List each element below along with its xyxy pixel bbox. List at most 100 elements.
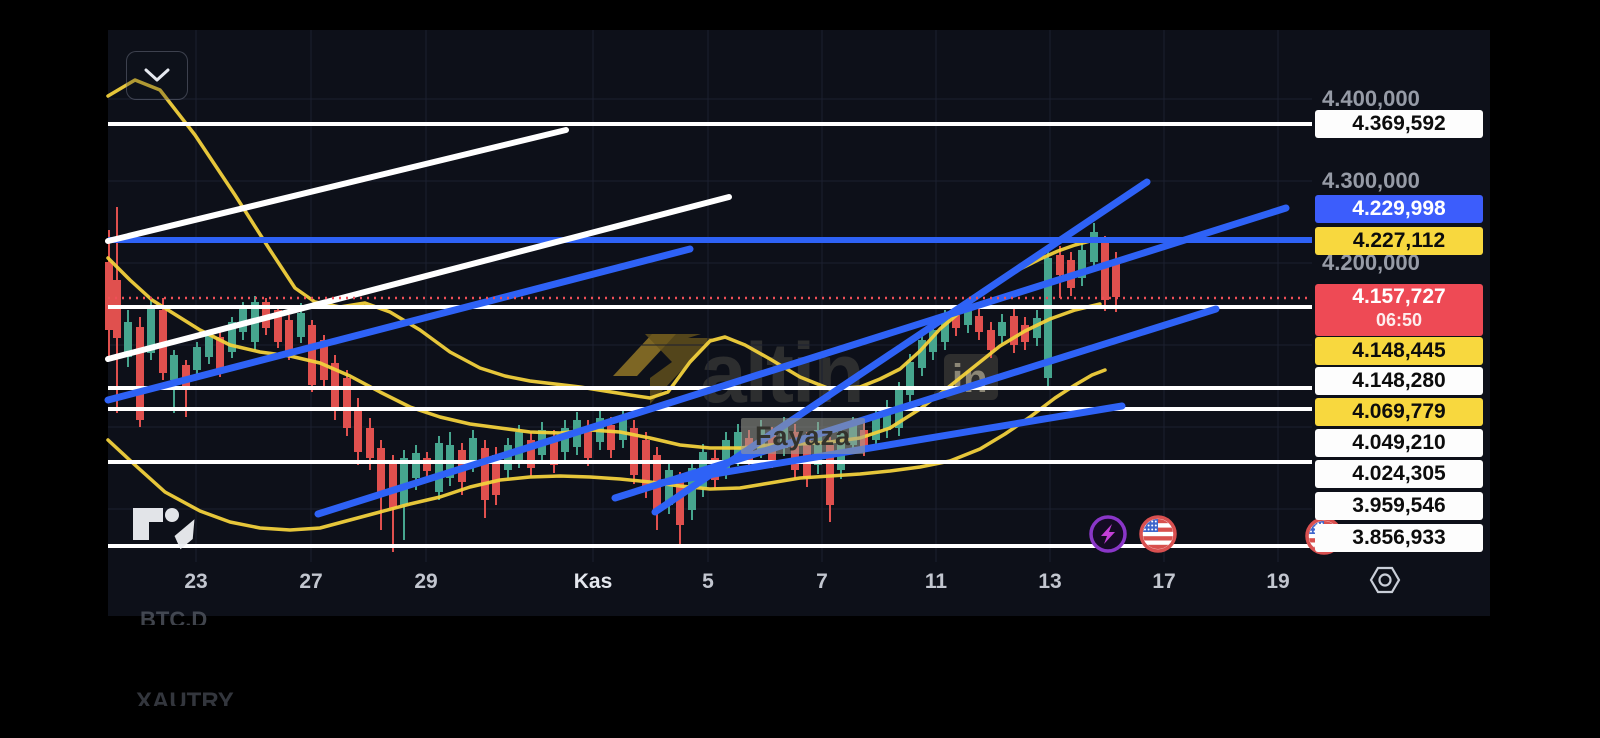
trendline[interactable] xyxy=(314,204,1290,518)
watchlist-symbol-below: XAUTRY xyxy=(136,688,234,706)
time-scale-tick: 19 xyxy=(1266,570,1290,593)
trendline[interactable] xyxy=(105,127,569,244)
candle-body xyxy=(159,310,167,373)
lightning-bolt xyxy=(1101,524,1115,544)
time-scale-tick: 13 xyxy=(1038,570,1062,593)
candle xyxy=(105,230,113,360)
candle xyxy=(377,440,385,530)
candle xyxy=(883,400,891,438)
price-label-yellow: 4.227,112 xyxy=(1315,227,1483,255)
trendline[interactable] xyxy=(104,245,694,404)
price-scale-settings-gear-icon[interactable] xyxy=(1369,566,1401,594)
candle-body xyxy=(918,340,926,368)
candle-body xyxy=(320,340,328,380)
candle-body xyxy=(389,462,397,508)
candle xyxy=(400,450,408,540)
candle-body xyxy=(147,308,155,353)
candle-body xyxy=(492,455,500,495)
candle-body xyxy=(435,443,443,492)
candle-body xyxy=(124,322,132,357)
candle-body xyxy=(1021,325,1029,342)
collapse-panel-button[interactable] xyxy=(126,51,188,100)
candle-body xyxy=(423,458,431,471)
time-axis[interactable]: 23 27 29 Kas 5 7 11 13 17 19 xyxy=(108,562,1310,616)
trendline[interactable] xyxy=(656,402,1126,487)
candle-body xyxy=(906,362,914,395)
price-label-white: 3.959,546 xyxy=(1315,492,1483,520)
candle-body xyxy=(105,262,113,330)
candle-body xyxy=(274,310,282,342)
candle-body xyxy=(998,322,1006,336)
candle-body xyxy=(481,448,489,500)
candle xyxy=(527,432,535,476)
candle xyxy=(1078,240,1086,286)
candle-body xyxy=(941,318,949,342)
candle-body xyxy=(1090,232,1098,262)
candle-body xyxy=(216,337,224,370)
candle xyxy=(193,342,201,378)
candle-body xyxy=(193,347,201,370)
candle xyxy=(918,332,926,376)
economic-event-lightning-icon[interactable] xyxy=(1089,515,1127,553)
price-label-white: 4.369,592 xyxy=(1315,110,1483,138)
candle xyxy=(435,436,443,500)
candle xyxy=(630,420,638,484)
candle-body xyxy=(642,440,650,490)
candle-body xyxy=(975,316,983,332)
candle-body xyxy=(561,428,569,452)
candle-body xyxy=(412,453,420,478)
candle-body xyxy=(228,322,236,352)
candle-body xyxy=(400,458,408,505)
candle-body xyxy=(1033,318,1041,338)
candle-body xyxy=(1010,316,1018,345)
time-scale-tick: 29 xyxy=(414,570,438,593)
candle-body xyxy=(285,320,293,353)
chart-panel-bg xyxy=(108,30,1490,616)
candle-body xyxy=(1101,243,1109,300)
candle xyxy=(343,370,351,436)
candle xyxy=(1056,246,1064,298)
candle-body xyxy=(722,440,730,470)
candle-body xyxy=(952,315,960,328)
candle-body xyxy=(354,408,362,452)
candle-body xyxy=(377,448,385,492)
time-scale-tick: 27 xyxy=(299,570,323,593)
price-scale-tick: 4.400,000 xyxy=(1322,86,1420,111)
watermark-altin: altin in xyxy=(613,326,998,420)
candle xyxy=(423,452,431,480)
candle-body xyxy=(964,310,972,325)
trendline[interactable] xyxy=(105,194,732,362)
candle xyxy=(1021,317,1029,350)
candle xyxy=(998,314,1006,344)
candle-body xyxy=(987,330,995,350)
bollinger-lower xyxy=(106,368,1107,532)
price-label-white: 4.024,305 xyxy=(1315,460,1483,488)
candle-body xyxy=(527,440,535,468)
candle-body xyxy=(734,432,742,458)
candle-body xyxy=(469,438,477,465)
trendline[interactable] xyxy=(611,305,1220,502)
candle-body xyxy=(1078,250,1086,278)
candle xyxy=(1090,223,1098,270)
price-axis[interactable]: 4.400,000 4.300,000 4.200,000 4.369,592 4.22… xyxy=(1310,30,1490,616)
candle xyxy=(159,298,167,380)
candle-body xyxy=(1044,258,1052,378)
candle-body xyxy=(170,355,178,380)
bottom-toolbar: BTC.D XAUTRY GOLD 4Sa xyxy=(0,607,1600,738)
candle xyxy=(619,407,627,448)
price-label-yellow: 4.148,445 xyxy=(1315,337,1483,365)
economic-event-us-flag-icon[interactable] xyxy=(1139,515,1177,553)
candle-body xyxy=(550,438,558,465)
candle-body xyxy=(205,335,213,357)
candle-body xyxy=(872,418,880,440)
candle-body xyxy=(343,378,351,428)
price-scale-tick: 4.300,000 xyxy=(1322,168,1420,193)
candle xyxy=(561,420,569,460)
time-scale-tick: 7 xyxy=(816,570,828,593)
candle-body xyxy=(929,330,937,352)
user-watermark: Fayaza xyxy=(741,418,865,454)
time-scale-tick: 17 xyxy=(1152,570,1176,593)
candle-body xyxy=(676,480,684,525)
